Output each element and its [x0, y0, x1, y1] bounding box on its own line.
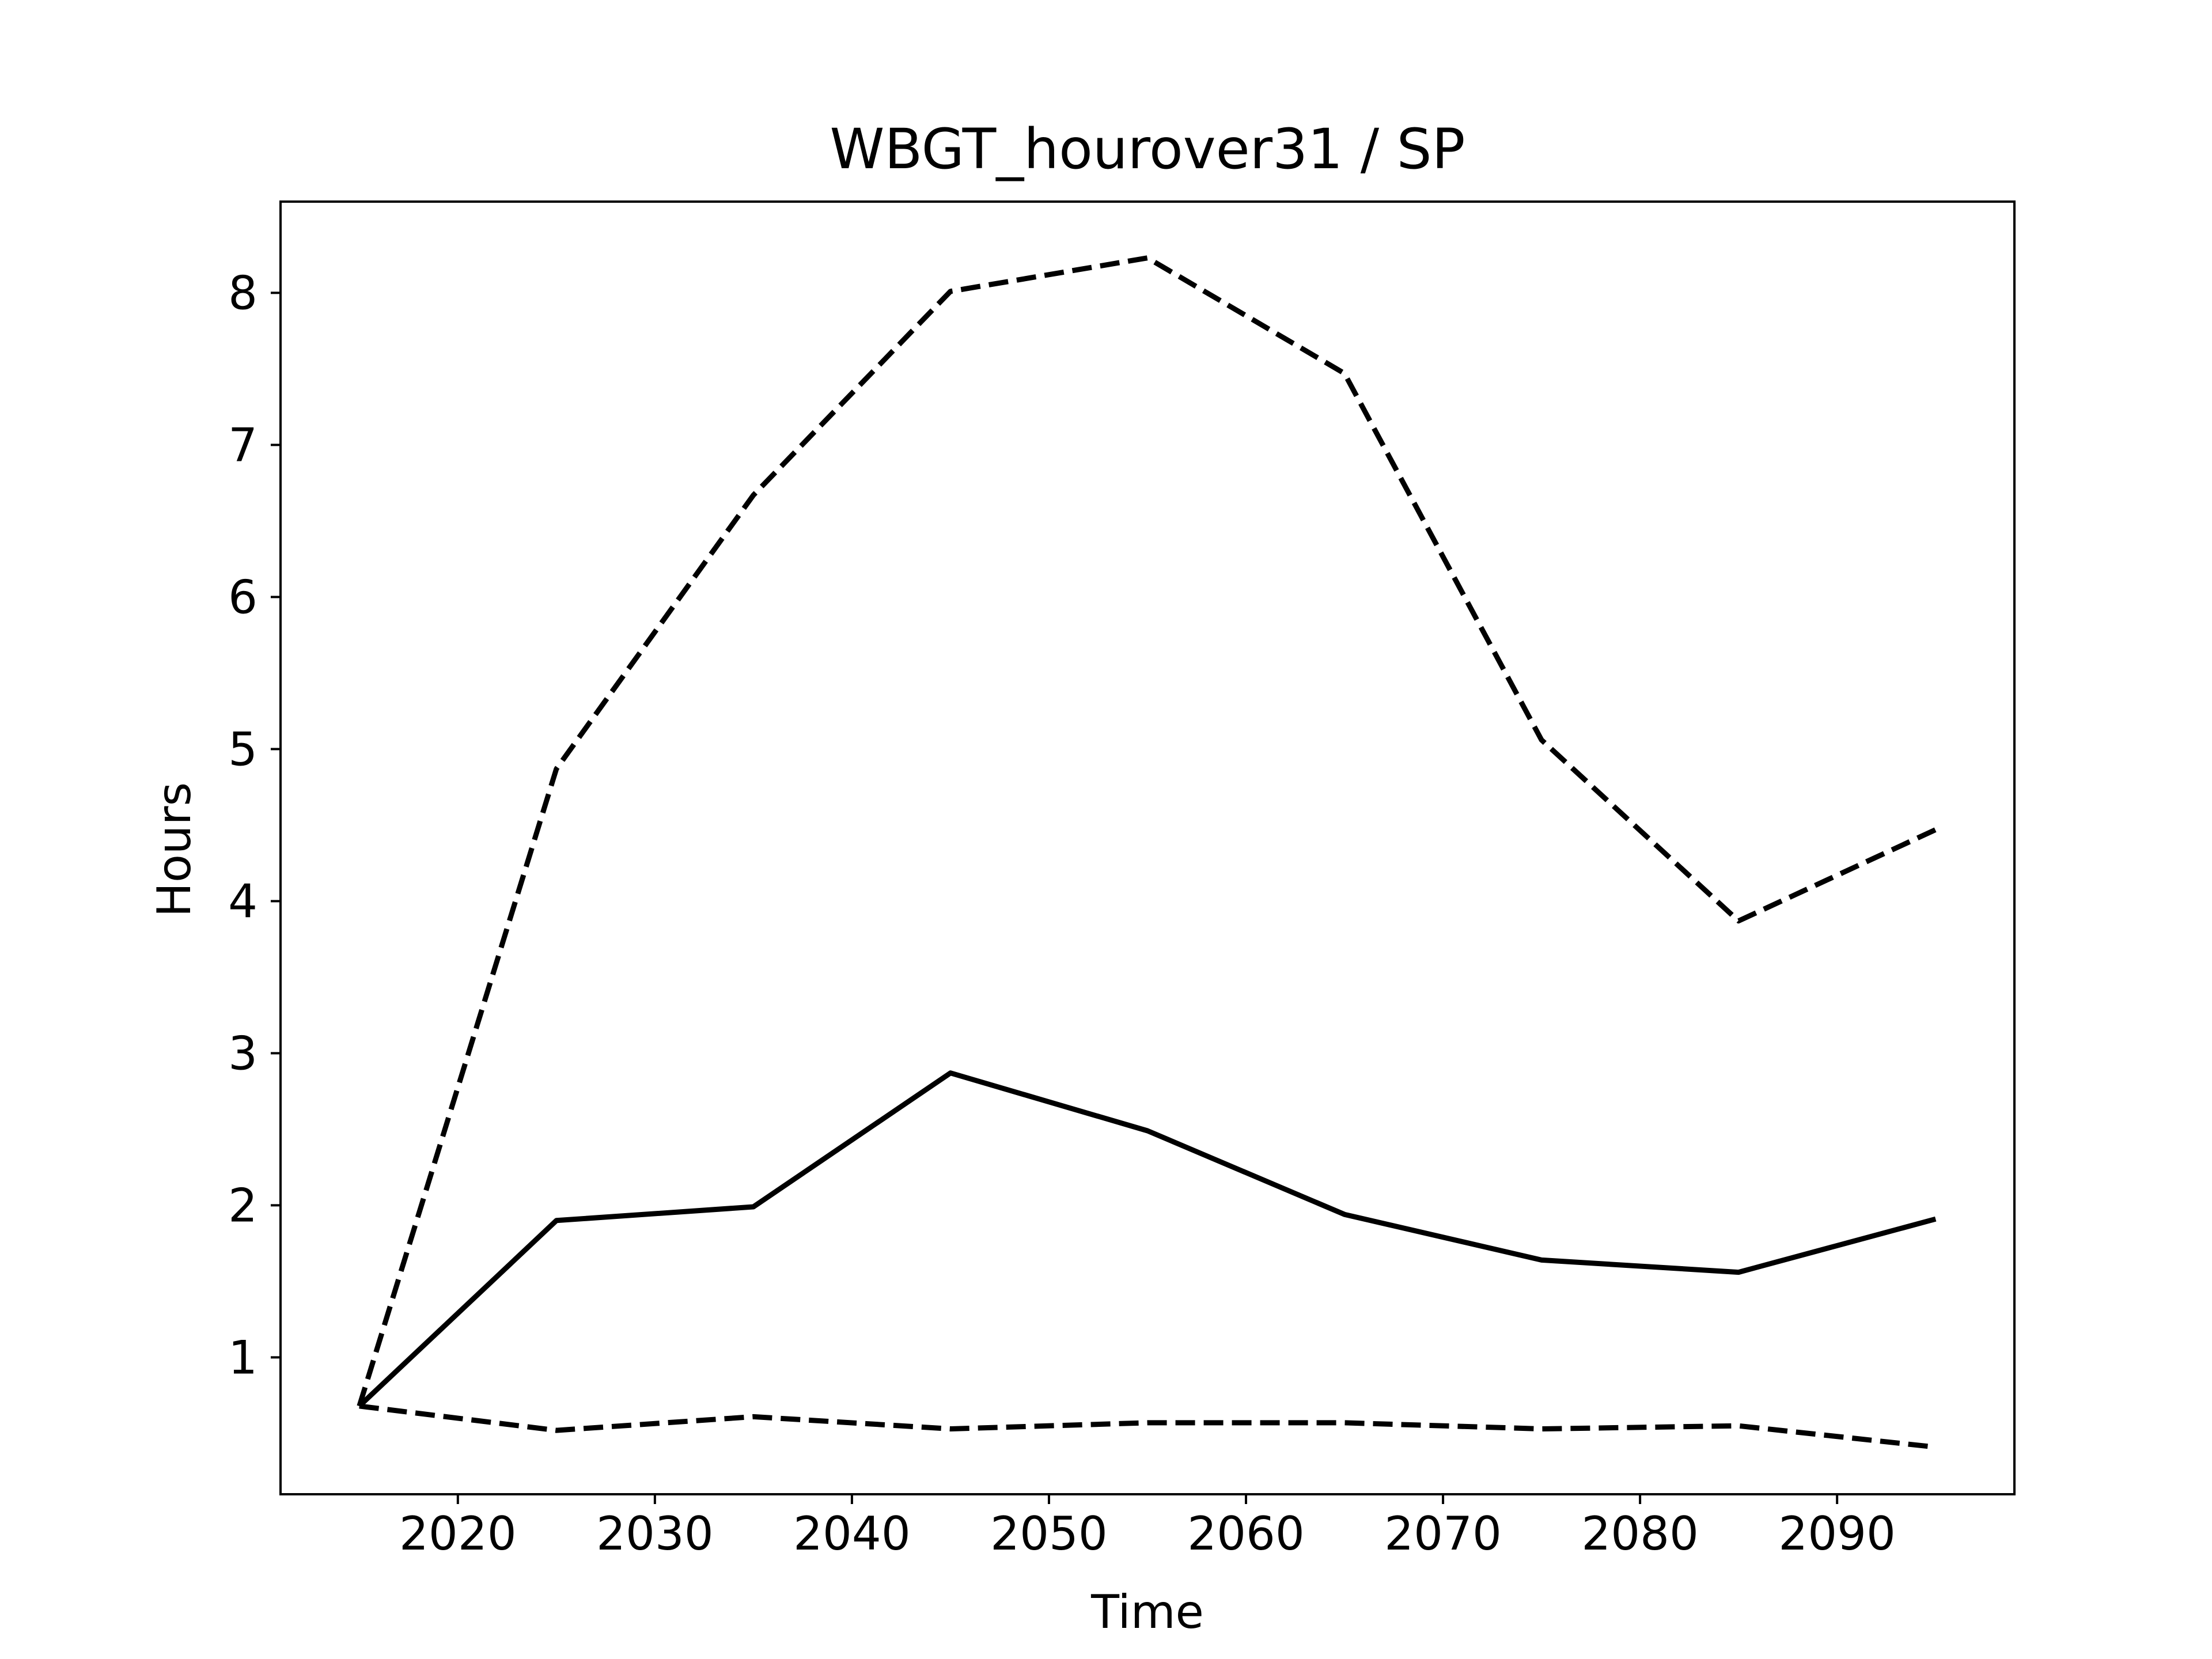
y-tick-label-2: 2: [228, 1179, 257, 1232]
x-tick-label-2080: 2080: [1581, 1507, 1699, 1560]
y-tick-label-6: 6: [228, 570, 257, 624]
series-line-1: [357, 1070, 1937, 1408]
y-axis-label: Hours: [147, 782, 201, 917]
x-tick-label-2040: 2040: [793, 1507, 911, 1560]
series-line-2: [357, 255, 1937, 1407]
y-tick-label-1: 1: [228, 1331, 257, 1384]
x-tick-label-2050: 2050: [990, 1507, 1108, 1560]
x-tick-label-2030: 2030: [596, 1507, 714, 1560]
y-tick-label-8: 8: [228, 266, 257, 320]
x-tick-label-2020: 2020: [399, 1507, 517, 1560]
plot-frame: [279, 200, 2016, 1495]
x-tick-label-2090: 2090: [1778, 1507, 1896, 1560]
x-tick-label-2060: 2060: [1187, 1507, 1305, 1560]
y-tick-label-5: 5: [228, 722, 257, 776]
y-tick-label-7: 7: [228, 418, 257, 472]
y-tick-label-3: 3: [228, 1027, 257, 1080]
chart-title: WBGT_hourover31 / SP: [830, 117, 1465, 181]
y-tick-label-4: 4: [228, 874, 257, 928]
series-line-3: [359, 1403, 1936, 1450]
x-tick-label-2070: 2070: [1384, 1507, 1502, 1560]
x-axis-label: Time: [1090, 1585, 1204, 1639]
